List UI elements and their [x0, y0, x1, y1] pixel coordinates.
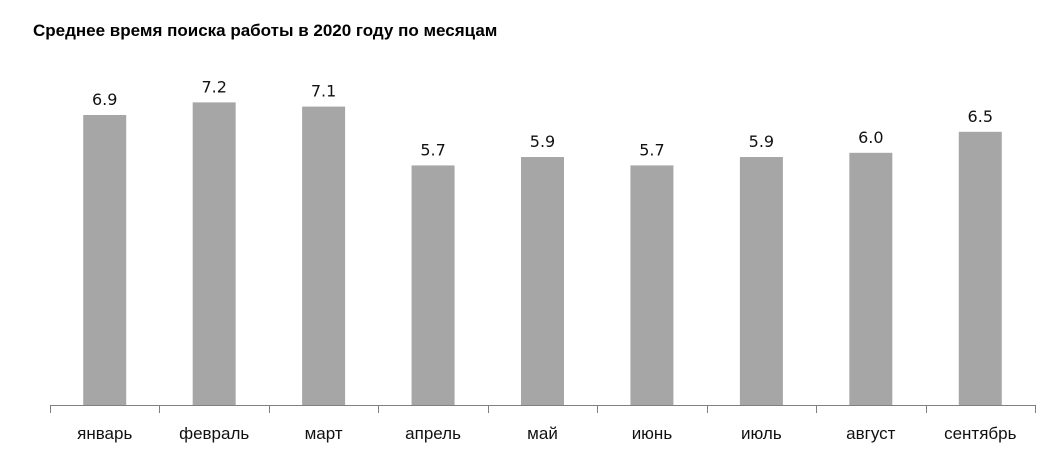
bar-март: [302, 106, 346, 405]
bar-май: [521, 157, 564, 405]
data-label-февраль: 7.2: [201, 77, 226, 96]
bar-июль: [739, 157, 783, 405]
data-label-июль: 5.9: [749, 132, 774, 151]
bars-group: [83, 102, 1002, 406]
chart-title: Среднее время поиска работы в 2020 году …: [33, 21, 498, 40]
data-label-август: 6.0: [858, 128, 883, 147]
x-axis: [50, 405, 1036, 413]
x-tick-labels-group: январь февраль март апрель май июнь июль август…: [77, 424, 1016, 443]
x-tick-label-июнь: июнь: [632, 424, 673, 443]
x-tick-label-июль: июль: [741, 424, 782, 443]
bar-июнь: [630, 165, 674, 405]
x-tick-label-апрель: апрель: [405, 424, 461, 443]
data-label-март: 7.1: [311, 82, 336, 101]
bar-сентябрь: [958, 131, 1002, 405]
data-label-апрель: 5.7: [420, 140, 445, 159]
bar-февраль: [192, 102, 236, 405]
bar-август: [849, 152, 893, 405]
bar-апрель: [411, 165, 455, 405]
data-label-сентябрь: 6.5: [968, 107, 993, 126]
x-tick-label-январь: январь: [77, 424, 132, 443]
x-tick-label-май: май: [527, 424, 558, 443]
x-tick-label-сентябрь: сентябрь: [944, 424, 1017, 443]
x-tick-label-февраль: февраль: [179, 424, 249, 443]
data-label-январь: 6.9: [92, 90, 117, 109]
x-tick-label-август: август: [846, 424, 895, 443]
data-label-май: 5.9: [530, 132, 555, 151]
bar-январь: [83, 114, 127, 406]
data-label-июнь: 5.7: [639, 140, 664, 159]
x-tick-label-март: март: [305, 424, 343, 443]
data-labels-group: 6.9 7.2 7.1 5.7 5.9 5.7 5.9 6.0 6.5: [92, 77, 993, 159]
